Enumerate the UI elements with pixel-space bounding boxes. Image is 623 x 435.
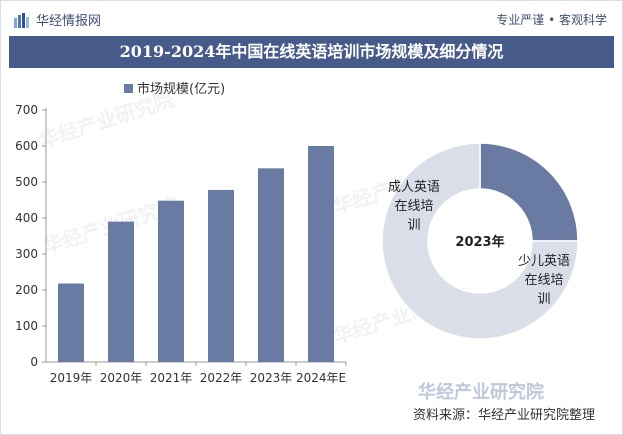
x-tick-label: 2019年 bbox=[50, 371, 93, 385]
donut-slice bbox=[479, 142, 579, 242]
header-bar: 华经情报网 专业严谨 • 客观科学 bbox=[0, 0, 623, 36]
x-tick-label: 2023年 bbox=[250, 371, 293, 385]
y-tick-label: 200 bbox=[15, 283, 38, 297]
x-tick-label: 2020年 bbox=[100, 371, 143, 385]
tagline: 专业严谨 • 客观科学 bbox=[496, 13, 607, 27]
bar bbox=[208, 189, 234, 362]
brand-name: 华经情报网 bbox=[36, 14, 102, 29]
brand-logo-icon bbox=[14, 13, 29, 28]
y-tick-label: 700 bbox=[15, 103, 38, 117]
slice-label-child: 少儿英语在线培训 bbox=[518, 254, 570, 307]
y-tick-label: 100 bbox=[15, 319, 38, 333]
bar bbox=[58, 283, 84, 362]
bar bbox=[108, 221, 134, 362]
bar-chart: 0 100 200 300 400 500 600 700 2019年 2020年 2021年 202… bbox=[15, 103, 347, 385]
y-tick-label: 300 bbox=[15, 247, 38, 261]
x-tick-label: 2024年E bbox=[296, 371, 346, 385]
y-tick-label: 0 bbox=[30, 355, 38, 369]
x-tick-label: 2022年 bbox=[200, 371, 243, 385]
legend-label: 市场规模(亿元) bbox=[137, 82, 226, 97]
donut-center-label: 2023年 bbox=[455, 234, 504, 250]
bar bbox=[258, 168, 284, 362]
slice-label-adult: 成人英语在线培训 bbox=[388, 180, 440, 233]
y-tick-label: 500 bbox=[15, 175, 38, 189]
donut-slice bbox=[381, 142, 579, 340]
y-tick-label: 400 bbox=[15, 211, 38, 225]
y-tick-label: 600 bbox=[15, 139, 38, 153]
source-note: 资料来源：华经产业研究院整理 bbox=[413, 408, 596, 423]
legend-swatch bbox=[124, 84, 133, 93]
watermark-logo: 华经产业研究院 bbox=[418, 382, 544, 403]
chart-title: 2019-2024年中国在线英语培训市场规模及细分情况 bbox=[9, 36, 614, 68]
bar bbox=[308, 146, 334, 362]
brand: 华经情报网 bbox=[14, 10, 101, 29]
x-tick-label: 2021年 bbox=[150, 371, 193, 385]
bar-legend: 市场规模(亿元) bbox=[124, 78, 225, 97]
bar bbox=[158, 200, 184, 362]
